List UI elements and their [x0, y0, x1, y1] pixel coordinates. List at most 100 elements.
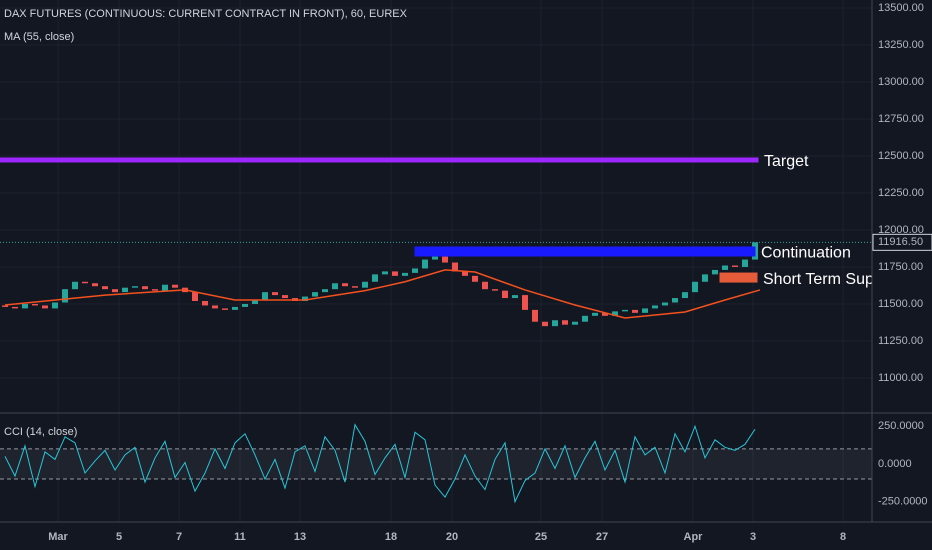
y-tick-label: 11750.00	[878, 261, 923, 273]
candle	[132, 286, 138, 288]
candle	[122, 287, 128, 293]
candle	[72, 281, 78, 290]
candle	[192, 292, 198, 302]
candle	[472, 275, 478, 282]
y-tick-label: 12000.00	[878, 224, 924, 236]
candle	[602, 312, 608, 316]
y-tick-label: 13000.00	[878, 76, 924, 88]
y-tick-label: 13500.00	[878, 2, 924, 14]
candle	[212, 305, 218, 309]
candle	[622, 309, 628, 312]
candle	[522, 295, 528, 310]
last-price-box	[872, 233, 932, 251]
candle	[532, 309, 538, 322]
candle	[152, 289, 158, 291]
annotation-label: Target	[764, 153, 809, 170]
y-tick-label: 11500.00	[878, 298, 923, 310]
candle	[62, 289, 68, 303]
candle	[252, 299, 258, 304]
candle	[242, 303, 248, 307]
y-tick-label: 13250.00	[878, 39, 924, 51]
candle	[542, 321, 548, 327]
annotation-shape	[719, 272, 758, 283]
candle	[662, 302, 668, 306]
y-tick-label: 11000.00	[878, 372, 923, 384]
candle	[42, 305, 48, 309]
candle	[652, 305, 658, 309]
candle	[302, 296, 308, 302]
candle	[2, 305, 8, 307]
x-tick-label: 7	[176, 531, 182, 543]
candle	[682, 292, 688, 299]
candle	[402, 272, 408, 276]
candle	[562, 320, 568, 325]
x-tick-label: 3	[750, 531, 756, 543]
candle	[582, 315, 588, 322]
candle	[32, 303, 38, 306]
candle	[462, 271, 468, 276]
x-tick-label: 18	[385, 531, 397, 543]
annotation-shape	[0, 157, 759, 163]
candle	[442, 256, 448, 263]
chart-title: DAX FUTURES (CONTINUOUS: CURRENT CONTRAC…	[4, 8, 408, 20]
y-tick-label: 12250.00	[878, 187, 924, 199]
y-tick-label: 11250.00	[878, 335, 923, 347]
x-tick-label: 11	[234, 531, 246, 543]
candle	[742, 259, 748, 267]
candle	[262, 292, 268, 300]
candle	[642, 308, 648, 313]
candle	[142, 286, 148, 290]
candle	[412, 268, 418, 273]
y-tick-label: 12750.00	[878, 113, 924, 125]
candle	[92, 283, 98, 287]
candle	[332, 283, 338, 290]
candle	[732, 265, 738, 267]
candle	[512, 295, 518, 299]
x-tick-label: 27	[596, 531, 608, 543]
cci-tick-label: 0.0000	[878, 458, 912, 470]
candle	[162, 284, 168, 291]
candle	[422, 259, 428, 269]
x-tick-label: Mar	[48, 531, 68, 543]
x-tick-label: 5	[116, 531, 122, 543]
cci-title: CCI (14, close)	[4, 426, 77, 438]
candle	[572, 321, 578, 325]
candle	[502, 290, 508, 299]
candle	[82, 281, 88, 284]
candle	[172, 284, 178, 288]
indicator-title: MA (55, close)	[4, 31, 74, 43]
candle	[312, 292, 318, 297]
annotation-label: Continuation	[761, 245, 851, 262]
x-tick-label: 25	[535, 531, 547, 543]
candle	[12, 306, 18, 309]
candle	[112, 289, 118, 293]
candle	[672, 298, 678, 303]
y-tick-label: 12500.00	[878, 150, 924, 162]
price-axis	[872, 0, 932, 550]
candle	[282, 295, 288, 299]
candle	[552, 320, 558, 327]
candle	[712, 269, 718, 275]
candle	[432, 256, 438, 260]
x-tick-label: 20	[446, 531, 458, 543]
candle	[632, 309, 638, 313]
candle	[592, 312, 598, 316]
cci-tick-label: 250.0000	[878, 420, 924, 432]
candle	[482, 281, 488, 290]
x-tick-label: 13	[294, 531, 306, 543]
candle	[382, 271, 388, 275]
x-tick-label: 8	[840, 531, 846, 543]
candle	[692, 281, 698, 293]
plot: Target Continuation Short Term Support	[0, 153, 902, 504]
cci-band	[0, 448, 872, 480]
grid	[0, 0, 872, 522]
candle	[222, 308, 228, 310]
candle	[702, 274, 708, 282]
candle	[272, 292, 278, 296]
candle	[392, 271, 398, 276]
last-price-label: 11916.50	[878, 236, 923, 248]
cci-tick-label: -250.0000	[878, 496, 928, 508]
cci-line	[4, 423, 756, 504]
candle	[492, 289, 498, 291]
